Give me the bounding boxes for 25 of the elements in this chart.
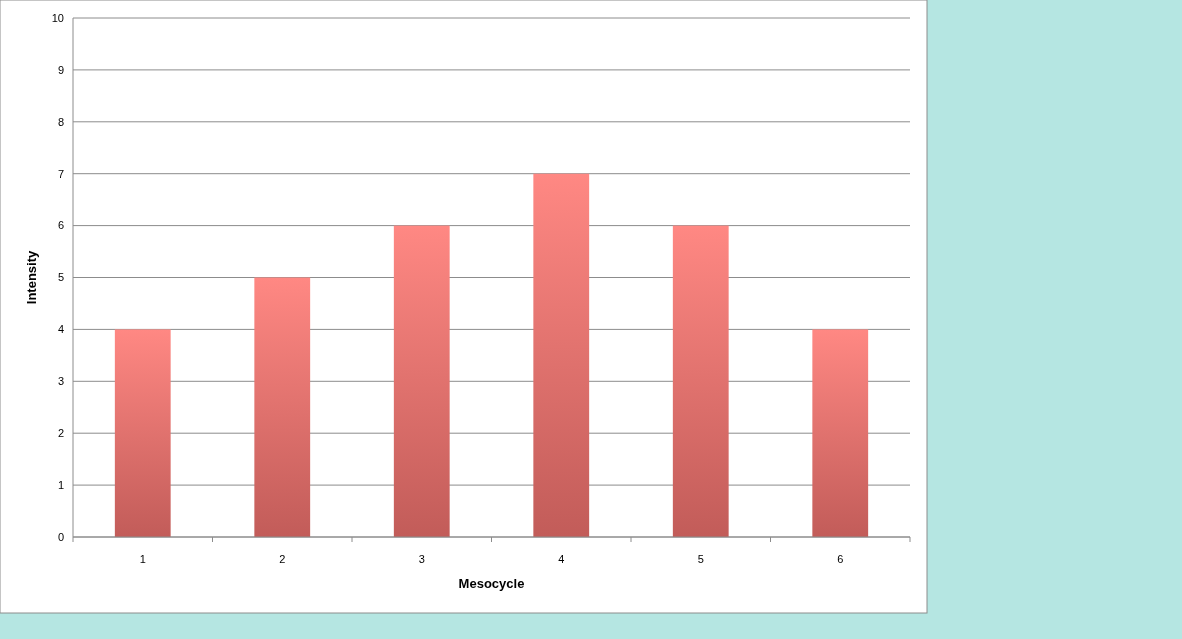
x-tick-label: 3: [418, 553, 425, 565]
x-axis-title: Mesocycle: [458, 576, 525, 591]
bar: [672, 225, 729, 537]
bar: [393, 225, 450, 537]
bar: [254, 277, 311, 537]
y-tick-label: 9: [57, 63, 64, 76]
y-tick-label: 3: [57, 375, 64, 388]
x-tick-label: 1: [139, 553, 146, 565]
x-tick-label: 4: [558, 553, 565, 565]
x-tick-label: 6: [837, 553, 844, 565]
y-tick-label: 4: [57, 323, 64, 336]
y-tick-label: 10: [51, 11, 64, 24]
y-tick-label: 1: [57, 478, 64, 491]
x-tick-label: 5: [697, 553, 704, 565]
y-tick-label: 0: [57, 530, 64, 543]
y-axis-title: Intensity: [24, 250, 39, 305]
y-tick-label: 5: [57, 271, 64, 284]
x-tick-label: 2: [279, 553, 286, 565]
bar: [114, 329, 171, 537]
y-tick-label: 8: [57, 115, 64, 128]
y-tick-label: 6: [57, 219, 64, 232]
bar: [812, 329, 869, 537]
bar: [533, 173, 590, 537]
y-tick-label: 2: [57, 427, 64, 440]
y-tick-label: 7: [57, 167, 64, 180]
